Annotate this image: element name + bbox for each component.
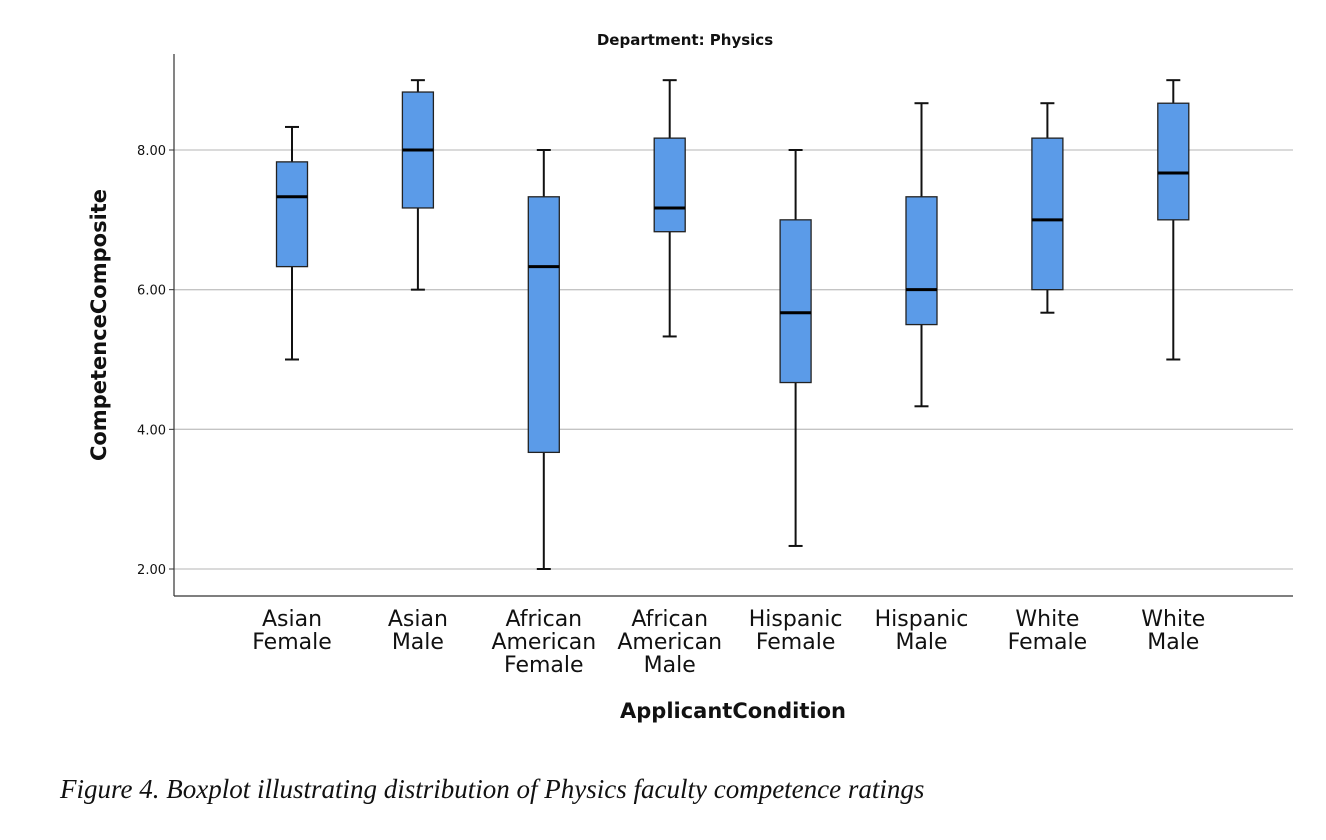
category-label-line: Asian [262,607,322,632]
y-axis-title: CompetenceComposite [87,189,111,461]
category-label: African American Female [491,607,596,678]
box-group [779,149,812,547]
y-tick-labels: 2.00 4.00 6.00 8.00 [137,144,166,578]
category-label-line: White [1141,607,1205,632]
category-label-line: African [631,607,708,632]
category-label-line: African [505,607,582,632]
iqr-box [1031,137,1064,291]
iqr-box [1157,102,1190,221]
category-label-line: Male [644,653,696,678]
category-label-line: Male [392,630,444,655]
category-label: Asian Male [388,607,448,655]
y-tick-label: 6.00 [137,284,166,299]
box-group [1031,102,1064,314]
box-group [653,79,686,338]
category-label: Hispanic Female [749,607,843,655]
category-label-line: American [491,630,596,655]
category-label: White Female [1008,607,1088,655]
iqr-box [779,219,812,384]
category-label-line: American [617,630,722,655]
box-group [401,79,435,291]
y-tick-label: 4.00 [137,423,166,438]
category-label: White Male [1141,607,1205,655]
axes [173,54,1293,597]
gridlines [169,149,1293,570]
category-label-line: Male [1147,630,1199,655]
iqr-box [275,161,309,268]
y-tick-label: 8.00 [137,144,166,159]
category-label-line: Female [756,630,836,655]
category-label: Asian Female [252,607,332,655]
category-label-line: Male [895,630,947,655]
x-axis-title: ApplicantCondition [620,699,846,723]
category-label: African American Male [617,607,722,678]
iqr-box [905,196,938,326]
box-group [905,102,938,408]
category-label: Hispanic Male [875,607,969,655]
y-tick-label: 2.00 [137,563,166,578]
chart-title: Department: Physics [597,31,773,49]
box-group [1157,79,1190,361]
boxes [275,79,1190,570]
category-label-line: Female [252,630,332,655]
iqr-box [527,196,560,454]
figure-caption: Figure 4. Boxplot illustrating distribut… [60,774,925,804]
boxplot-chart: Department: Physics 2.00 4.00 6.00 8.00 Asi… [87,31,1293,723]
category-label-line: Female [1008,630,1088,655]
box-group [527,149,560,570]
iqr-box [653,137,686,233]
category-label-line: Asian [388,607,448,632]
category-label-line: Hispanic [875,607,969,632]
category-label-line: Female [504,653,584,678]
category-label-line: White [1015,607,1079,632]
box-group [275,125,309,361]
category-label-line: Hispanic [749,607,843,632]
